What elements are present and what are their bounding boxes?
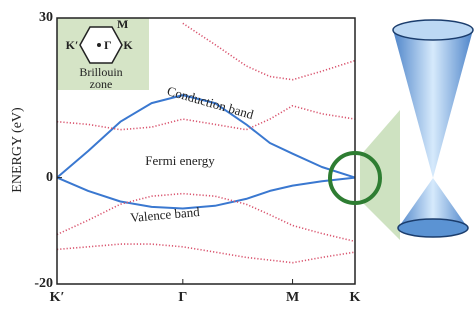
- gamma-point: [97, 43, 101, 47]
- inset-label: K′: [66, 38, 79, 52]
- cone-bottom: [398, 219, 468, 237]
- band-line: [57, 178, 355, 209]
- x-tick-label: K: [350, 290, 361, 305]
- inset-label: K: [123, 38, 133, 52]
- inset-label: Γ: [104, 38, 112, 52]
- cone-upper: [393, 30, 473, 178]
- annotation: Conduction band: [165, 83, 255, 122]
- band-line: [57, 106, 355, 130]
- x-tick-label: M: [286, 290, 299, 305]
- chart: K′ M K Γ Brillouin zone ENERGY (eV) Cond…: [0, 0, 476, 311]
- band-line: [183, 23, 355, 79]
- y-axis-label: ENERGY (eV): [10, 107, 25, 193]
- x-tick-label: K′: [50, 290, 65, 305]
- y-tick-label: 30: [39, 10, 53, 25]
- annotation: Valence band: [130, 204, 201, 225]
- inset-caption: zone: [90, 77, 113, 91]
- band-line: [57, 244, 355, 263]
- y-tick-label: 0: [46, 170, 53, 185]
- annotation: Fermi energy: [145, 153, 215, 168]
- y-tick-label: -20: [34, 276, 53, 291]
- cone-top: [393, 20, 473, 40]
- x-tick-label: Γ: [178, 290, 187, 305]
- band-line: [57, 194, 355, 242]
- inset-label: M: [117, 17, 128, 31]
